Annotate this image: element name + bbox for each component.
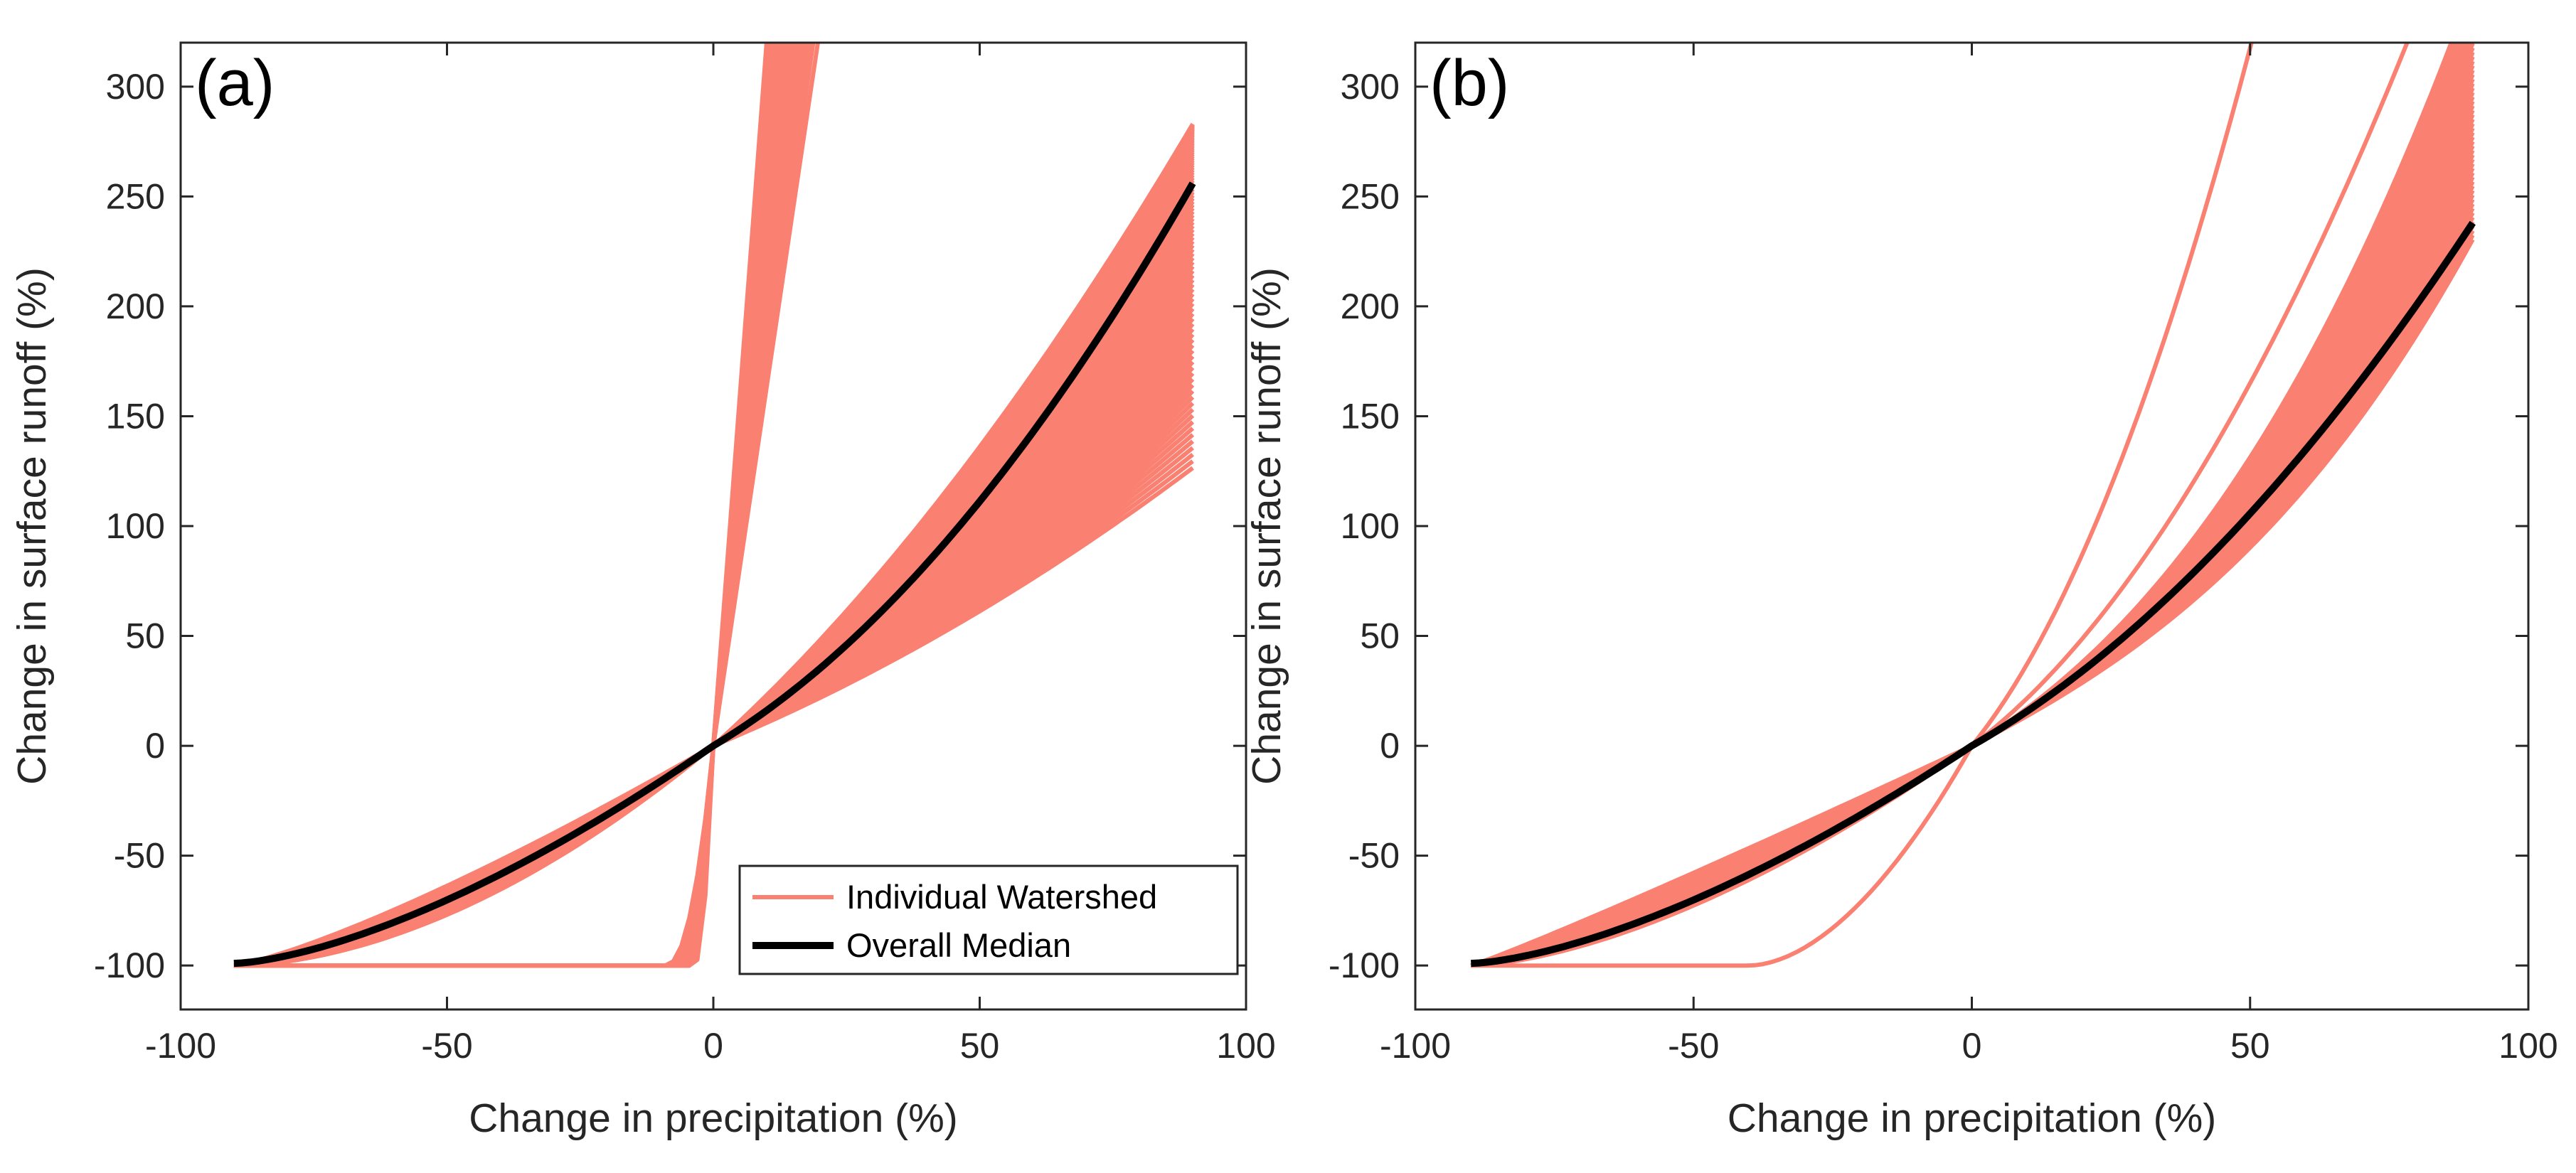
legend: Individual Watershed Overall Median (738, 864, 1239, 975)
y-tick-label: 200 (106, 286, 165, 326)
legend-label-overall-median: Overall Median (846, 926, 1071, 964)
y-tick-label: 100 (1341, 506, 1400, 546)
x-tick-label: 0 (1962, 1026, 1982, 1066)
panel-a: -100 -50 0 50 100 -100 -50 0 50 100 150 200 250 300 (… (9, 41, 1276, 1141)
y-tick-label: 150 (106, 396, 165, 436)
y-tick-label: 300 (1341, 67, 1400, 107)
panel-b-label: (b) (1430, 47, 1509, 119)
panel-b-lines (1470, 43, 2476, 968)
panel-a-lines (233, 43, 1196, 968)
x-tick-label: 50 (960, 1026, 1000, 1066)
y-tick-label: -50 (1348, 836, 1400, 876)
median-line (1471, 220, 2476, 968)
y-tick-label: -50 (114, 836, 165, 876)
panel-a-label: (a) (195, 47, 275, 119)
panel-b: -100 -50 0 50 100 -100 -50 0 50 100 150 200 250 300 (… (1244, 41, 2558, 1141)
panel-b-x-axis-label: Change in precipitation (%) (1728, 1096, 2217, 1141)
y-tick-label: 50 (1360, 616, 1400, 656)
panel-a-y-axis-label: Change in surface runoff (%) (9, 267, 55, 785)
y-tick-label: 300 (106, 67, 165, 107)
x-tick-label: 100 (2498, 1026, 2558, 1066)
x-tick-label: -100 (145, 1026, 216, 1066)
y-tick-label: 100 (106, 506, 165, 546)
y-tick-label: -100 (94, 946, 165, 985)
legend-label-individual-watershed: Individual Watershed (846, 878, 1157, 916)
y-tick-label: 0 (145, 726, 165, 766)
y-tick-label: 0 (1380, 726, 1400, 766)
y-tick-label: 150 (1341, 396, 1400, 436)
x-tick-label: 50 (2230, 1026, 2270, 1066)
x-tick-label: 100 (1216, 1026, 1275, 1066)
y-tick-label: 200 (1341, 286, 1400, 326)
y-tick-label: 50 (125, 616, 165, 656)
y-tick-label: 250 (106, 176, 165, 216)
panel-b-y-axis-label: Change in surface runoff (%) (1244, 267, 1289, 785)
x-tick-label: -100 (1380, 1026, 1451, 1066)
y-tick-label: -100 (1329, 946, 1400, 985)
panel-a-ticks: -100 -50 0 50 100 -100 -50 0 50 100 150 200 250 300 (94, 43, 1276, 1066)
legend-box (738, 864, 1239, 975)
y-tick-label: 250 (1341, 176, 1400, 216)
panel-b-ticks: -100 -50 0 50 100 -100 -50 0 50 100 150 200 250 300 (1329, 43, 2558, 1066)
x-tick-label: -50 (1668, 1026, 1719, 1066)
x-tick-label: -50 (421, 1026, 472, 1066)
panel-a-x-axis-label: Change in precipitation (%) (469, 1096, 958, 1141)
x-tick-label: 0 (703, 1026, 723, 1066)
median-line (233, 181, 1196, 968)
